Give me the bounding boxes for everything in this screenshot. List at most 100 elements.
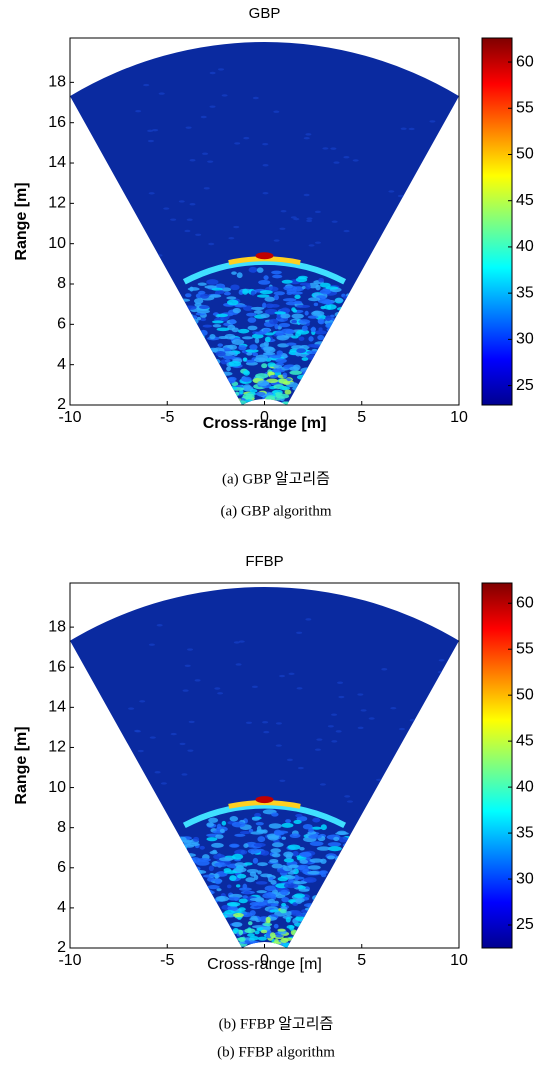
speckle bbox=[338, 695, 345, 699]
speckle bbox=[243, 384, 252, 389]
speckle bbox=[243, 843, 249, 848]
speckle bbox=[223, 870, 238, 874]
speckle bbox=[198, 305, 210, 310]
speckle bbox=[274, 323, 279, 330]
speckle bbox=[289, 833, 301, 839]
speckle bbox=[318, 278, 325, 283]
speckle bbox=[336, 830, 347, 835]
speckle bbox=[342, 842, 354, 848]
speckle bbox=[280, 313, 291, 319]
speckle bbox=[229, 875, 237, 881]
chart-title: GBP bbox=[249, 5, 281, 22]
speckle bbox=[214, 873, 219, 879]
speckle bbox=[273, 829, 282, 836]
speckle bbox=[333, 836, 340, 842]
speckle bbox=[224, 910, 235, 915]
speckle bbox=[320, 824, 327, 831]
speckle bbox=[226, 296, 237, 300]
y-tick-label: 12 bbox=[48, 195, 66, 212]
speckle bbox=[290, 869, 296, 873]
speckle bbox=[262, 164, 269, 167]
speckle bbox=[276, 350, 284, 356]
speckle bbox=[193, 298, 204, 304]
speckle bbox=[255, 901, 267, 906]
speckle bbox=[200, 293, 210, 299]
speckle bbox=[216, 823, 222, 830]
panel: FFBP -10 -5 0 5 10 2 4 6 8 10 12 14 16 18 Cross-range [… bbox=[13, 553, 534, 1060]
y-tick-label: 12 bbox=[48, 739, 66, 756]
speckle bbox=[397, 194, 404, 198]
speckle bbox=[273, 291, 286, 296]
speckle bbox=[271, 842, 284, 848]
speckle bbox=[147, 129, 154, 133]
speckle bbox=[275, 358, 287, 364]
speckle bbox=[231, 853, 244, 860]
speckle bbox=[227, 884, 232, 889]
speckle bbox=[288, 672, 295, 676]
speckle bbox=[260, 929, 268, 934]
speckle bbox=[192, 315, 198, 319]
speckle bbox=[234, 833, 246, 837]
x-axis-label: Cross-range [m] bbox=[203, 415, 327, 432]
speckle bbox=[255, 822, 264, 826]
speckle bbox=[255, 881, 268, 885]
speckle bbox=[185, 857, 197, 864]
speckle bbox=[304, 310, 309, 316]
speckle bbox=[298, 888, 310, 892]
speckle bbox=[279, 908, 287, 914]
speckle bbox=[219, 828, 225, 833]
speckle bbox=[273, 239, 280, 242]
speckle bbox=[158, 92, 165, 95]
speckle bbox=[239, 389, 244, 395]
speckle bbox=[253, 357, 268, 363]
speckle bbox=[271, 863, 283, 869]
colorbar-tick-label: 40 bbox=[516, 238, 534, 255]
speckle bbox=[214, 687, 221, 690]
speckle bbox=[251, 817, 260, 821]
speckle bbox=[269, 304, 280, 308]
speckle bbox=[209, 294, 222, 298]
speckle bbox=[263, 275, 269, 281]
speckle bbox=[334, 311, 345, 318]
speckle bbox=[279, 674, 286, 678]
speckle bbox=[191, 318, 199, 325]
speckle bbox=[199, 845, 205, 850]
colorbar-tick-label: 35 bbox=[516, 284, 534, 301]
speckle bbox=[267, 362, 276, 367]
speckle bbox=[226, 902, 241, 907]
speckle bbox=[343, 295, 348, 299]
speckle bbox=[217, 692, 224, 695]
speckle bbox=[275, 393, 290, 399]
speckle bbox=[399, 727, 406, 731]
caption: (b) FFBP 알고리즘 bbox=[219, 1015, 334, 1032]
speckle bbox=[261, 363, 268, 369]
speckle bbox=[243, 862, 253, 866]
speckle bbox=[296, 348, 307, 354]
speckle bbox=[195, 870, 207, 874]
speckle bbox=[163, 207, 170, 210]
speckle bbox=[181, 773, 188, 776]
y-tick-label: 18 bbox=[48, 74, 66, 91]
speckle bbox=[260, 850, 270, 856]
speckle bbox=[224, 359, 231, 363]
speckle bbox=[281, 902, 287, 907]
speckle bbox=[269, 318, 279, 325]
speckle bbox=[285, 329, 295, 335]
speckle bbox=[218, 914, 228, 919]
speckle bbox=[313, 302, 319, 307]
speckle bbox=[242, 288, 249, 295]
speckle bbox=[248, 828, 254, 833]
speckle bbox=[229, 319, 237, 325]
panel: GBP -10 -5 0 5 10 2 4 6 8 10 12 14 16 18 Cross-range [m… bbox=[13, 5, 534, 519]
speckle bbox=[263, 730, 270, 734]
speckle bbox=[195, 233, 202, 236]
speckle bbox=[202, 874, 216, 878]
speckle bbox=[271, 369, 285, 373]
y-tick-label: 6 bbox=[57, 316, 66, 333]
speckle bbox=[319, 282, 331, 288]
speckle bbox=[331, 740, 338, 743]
speckle bbox=[269, 858, 279, 863]
speckle bbox=[187, 749, 194, 752]
speckle bbox=[293, 893, 306, 899]
speckle bbox=[327, 304, 332, 310]
